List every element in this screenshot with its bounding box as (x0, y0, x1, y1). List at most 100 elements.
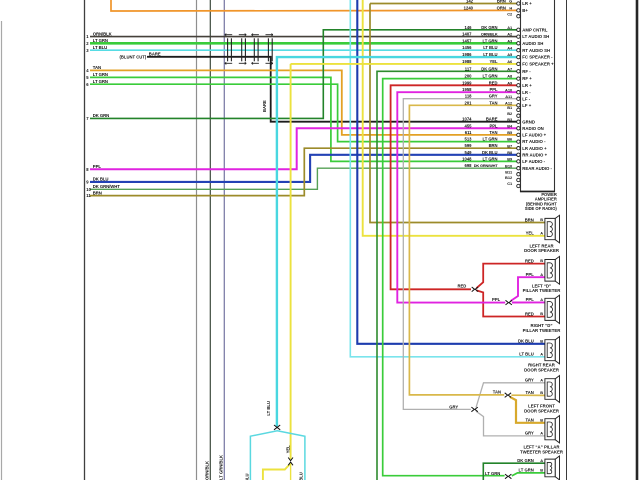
svg-text:BARE: BARE (486, 117, 498, 122)
svg-text:TAN: TAN (93, 65, 101, 70)
svg-text:10: 10 (86, 187, 91, 192)
svg-text:DOOR SPEAKER: DOOR SPEAKER (524, 248, 560, 253)
svg-text:B11: B11 (505, 169, 513, 174)
svg-text:1407: 1407 (462, 32, 472, 37)
svg-text:C1: C1 (507, 181, 513, 186)
svg-text:GRY: GRY (489, 94, 498, 99)
svg-text:A1: A1 (507, 25, 513, 30)
svg-text:YEL: YEL (526, 231, 535, 236)
svg-text:A: A (540, 458, 543, 463)
svg-text:TAN: TAN (489, 130, 497, 135)
svg-text:DK BLU: DK BLU (93, 177, 109, 182)
svg-text:142: 142 (466, 0, 474, 4)
svg-text:B6: B6 (507, 137, 513, 142)
svg-text:C2: C2 (507, 11, 513, 16)
svg-text:B5: B5 (507, 130, 513, 135)
svg-text:PILLAR TWEETER: PILLAR TWEETER (523, 288, 562, 293)
svg-text:RF +: RF + (522, 76, 532, 81)
svg-text:DK GRN: DK GRN (481, 25, 497, 30)
svg-text:201: 201 (465, 100, 473, 105)
svg-text:G: G (509, 0, 512, 4)
svg-text:LEFT FRONT: LEFT FRONT (528, 404, 555, 409)
svg-text:B4: B4 (507, 123, 513, 128)
svg-text:A5: A5 (507, 52, 513, 57)
svg-text:B3: B3 (507, 117, 513, 122)
svg-text:LT GRN: LT GRN (93, 38, 108, 43)
svg-text:RED: RED (457, 284, 466, 289)
svg-text:A: A (540, 297, 543, 302)
svg-text:698: 698 (465, 163, 473, 168)
svg-text:(BLUNT CUT): (BLUNT CUT) (120, 54, 147, 59)
svg-text:LT BLU: LT BLU (483, 52, 497, 57)
svg-text:LT GRN: LT GRN (519, 468, 534, 473)
svg-text:A: A (540, 431, 543, 436)
svg-text:TAN: TAN (526, 390, 534, 395)
svg-text:YEL: YEL (285, 445, 290, 454)
svg-text:A: A (540, 230, 543, 235)
svg-text:LR +: LR + (522, 83, 532, 88)
svg-text:DK GRN: DK GRN (93, 113, 109, 118)
svg-text:SIDE OF RADIO): SIDE OF RADIO) (525, 206, 558, 211)
svg-text:GRY: GRY (525, 431, 534, 436)
svg-text:BRN: BRN (93, 190, 102, 195)
svg-text:A12: A12 (505, 100, 513, 105)
svg-text:RR AUDIO +: RR AUDIO + (522, 152, 547, 157)
svg-text:B7: B7 (507, 143, 512, 148)
svg-text:LEFT “A” PILLAR: LEFT “A” PILLAR (523, 445, 560, 450)
svg-text:B+: B+ (522, 8, 528, 13)
svg-text:GRY: GRY (449, 404, 458, 409)
svg-text:DK GRN/WHT: DK GRN/WHT (474, 163, 499, 168)
svg-text:6: 6 (86, 82, 89, 87)
svg-text:LT GRN: LT GRN (483, 156, 498, 161)
svg-text:8: 8 (86, 167, 89, 172)
svg-text:AMP CNTRL: AMP CNTRL (522, 27, 548, 32)
svg-text:1456: 1456 (462, 45, 472, 50)
svg-text:RED: RED (525, 258, 534, 263)
svg-text:DK GRN/WHT: DK GRN/WHT (93, 184, 120, 189)
svg-text:1048: 1048 (462, 156, 472, 161)
svg-text:LF AUDIO -: LF AUDIO - (522, 159, 545, 164)
svg-text:LF +: LF + (522, 103, 531, 108)
svg-text:1988: 1988 (462, 59, 472, 64)
svg-text:A: A (540, 351, 543, 356)
svg-text:DK GRN: DK GRN (517, 458, 534, 463)
svg-text:200: 200 (465, 74, 473, 79)
svg-text:DOOR SPEAKER: DOOR SPEAKER (524, 367, 560, 372)
svg-text:B9: B9 (507, 157, 513, 162)
svg-text:GRND: GRND (522, 119, 535, 124)
svg-text:LF -: LF - (522, 96, 530, 101)
svg-text:FC SPEAKER -: FC SPEAKER - (522, 55, 553, 60)
svg-text:9: 9 (86, 180, 89, 185)
svg-text:A: A (540, 272, 543, 277)
svg-text:B10: B10 (505, 163, 512, 168)
svg-text:LT GRN: LT GRN (483, 38, 498, 43)
svg-text:(BEHIND RIGHT: (BEHIND RIGHT (526, 201, 557, 206)
svg-text:RIGHT “D”: RIGHT “D” (531, 323, 553, 328)
svg-text:B: B (540, 417, 543, 422)
svg-text:H: H (509, 6, 512, 11)
svg-text:2: 2 (86, 41, 89, 46)
svg-text:PPL: PPL (490, 87, 498, 92)
svg-text:RT AUDIO -: RT AUDIO - (522, 139, 546, 144)
svg-text:PILLAR TWEETER: PILLAR TWEETER (523, 328, 562, 333)
svg-text:B: B (540, 338, 543, 343)
svg-text:PPL: PPL (526, 297, 535, 302)
svg-text:LEFT “D”: LEFT “D” (532, 283, 551, 288)
svg-text:LT BLU: LT BLU (93, 45, 107, 50)
svg-text:LT GRN: LT GRN (93, 72, 108, 77)
svg-text:A2: A2 (507, 32, 513, 37)
svg-text:1999: 1999 (462, 80, 472, 85)
svg-text:PPL: PPL (492, 297, 501, 302)
svg-text:TAN: TAN (489, 100, 497, 105)
svg-text:LT AUDIO SH: LT AUDIO SH (522, 34, 549, 39)
svg-text:GRY: GRY (525, 378, 534, 383)
svg-text:LT GRN: LT GRN (93, 79, 108, 84)
svg-text:611: 611 (465, 130, 472, 135)
svg-text:LR -: LR - (522, 90, 531, 95)
svg-text:A7: A7 (507, 66, 512, 71)
svg-text:DOOR SPEAKER: DOOR SPEAKER (524, 408, 560, 413)
svg-text:B1: B1 (507, 105, 513, 110)
svg-text:RF -: RF - (522, 69, 531, 74)
svg-text:A11: A11 (505, 94, 513, 99)
svg-text:455: 455 (465, 123, 473, 128)
